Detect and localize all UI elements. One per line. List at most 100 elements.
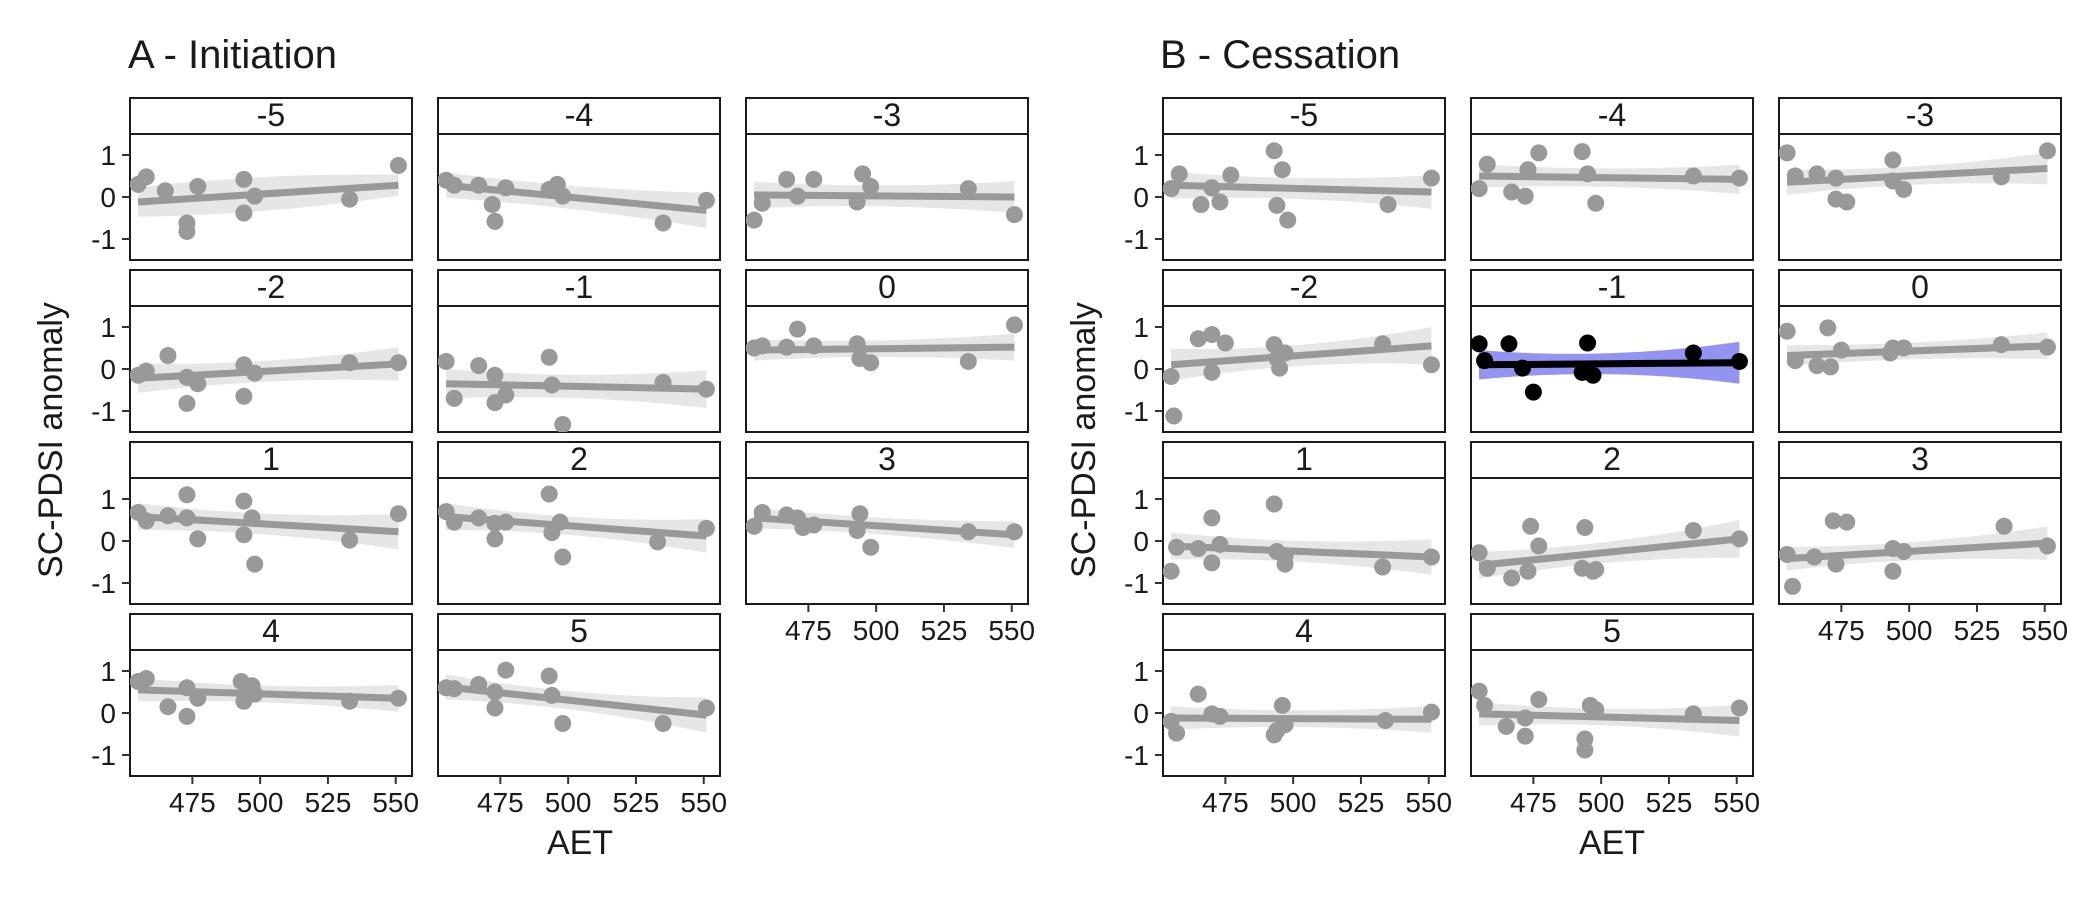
panel-0-1: -4 xyxy=(437,97,721,261)
data-point xyxy=(497,513,515,531)
data-point xyxy=(543,376,561,394)
data-point xyxy=(1519,562,1537,580)
data-point xyxy=(1587,701,1605,719)
data-point xyxy=(486,699,504,717)
data-point xyxy=(789,320,807,338)
data-point xyxy=(1476,696,1494,714)
panel-1-6: 1 1 0 -1 xyxy=(1124,441,1446,605)
data-point xyxy=(189,178,207,195)
facet-strip xyxy=(1778,441,2062,479)
plot-area xyxy=(1778,477,2062,605)
data-point xyxy=(1422,356,1440,374)
data-point xyxy=(178,679,196,697)
y-tick-label: 1 xyxy=(100,656,116,687)
fit-line xyxy=(137,181,399,206)
y-tick-label: 1 xyxy=(100,312,116,343)
y-axis-title-initiation: SC-PDSI anomaly xyxy=(32,302,70,578)
data-point xyxy=(189,689,207,707)
data-point xyxy=(1005,316,1023,334)
data-point xyxy=(1779,322,1796,340)
data-point xyxy=(1273,161,1291,179)
data-point xyxy=(554,415,572,432)
data-point xyxy=(1730,699,1748,717)
y-tick-label: 0 xyxy=(100,354,116,385)
x-tick-label: 525 xyxy=(305,787,352,818)
panels-initiation: -5 1 0 -1 -4 -3 -2 1 0 -1 -1 0 1 1 0 -1 2 3 475 500 525 550 4 1… xyxy=(91,97,1035,818)
data-point xyxy=(2038,338,2056,356)
facet-label: 1 xyxy=(1295,441,1313,477)
y-tick-label: 1 xyxy=(1133,312,1149,343)
data-point xyxy=(1524,383,1542,401)
data-point xyxy=(1805,548,1823,566)
x-tick-label: 475 xyxy=(1510,787,1557,818)
data-point xyxy=(1779,144,1796,162)
y-tick-label: 1 xyxy=(100,484,116,515)
data-point xyxy=(1503,569,1521,587)
data-point xyxy=(848,335,866,353)
data-point xyxy=(497,179,515,197)
data-point xyxy=(848,193,866,211)
facet-strip xyxy=(437,441,721,479)
data-point xyxy=(1516,709,1534,727)
panels-cessation: -5 1 0 -1 -4 -3 -2 1 0 -1 -1 0 1 1 0 -1 2 3 475 500 525 550 4 1… xyxy=(1124,97,2068,818)
panel-0-7: 2 xyxy=(437,441,721,605)
data-point xyxy=(445,176,463,194)
data-point xyxy=(235,204,253,222)
panel-0-5: 0 xyxy=(745,269,1029,433)
data-point xyxy=(848,522,866,539)
data-point xyxy=(1376,712,1394,730)
data-point xyxy=(137,362,155,380)
data-point xyxy=(1895,180,1913,198)
data-point xyxy=(1516,187,1534,205)
data-point xyxy=(1895,339,1913,357)
panel-1-9: 4 1 0 -1 475 500 525 550 xyxy=(1124,613,1452,818)
data-point xyxy=(1203,326,1221,344)
data-point xyxy=(554,548,572,566)
data-point xyxy=(445,680,463,698)
data-point xyxy=(1824,512,1842,530)
x-tick-label: 475 xyxy=(785,615,832,646)
facet-label: 2 xyxy=(570,441,588,477)
data-point xyxy=(178,222,196,240)
data-point xyxy=(805,337,823,355)
data-point xyxy=(470,509,488,527)
y-tick-label: -1 xyxy=(1124,740,1149,771)
x-tick-label: 475 xyxy=(1202,787,1249,818)
data-point xyxy=(1276,555,1294,573)
data-point xyxy=(1530,537,1548,555)
data-point xyxy=(1497,717,1515,735)
data-point xyxy=(1576,741,1594,759)
data-point xyxy=(1422,169,1440,187)
data-point xyxy=(959,180,977,198)
facet-label: 5 xyxy=(570,613,588,649)
facet-strip xyxy=(129,441,413,479)
facet-label: -1 xyxy=(565,269,593,305)
data-point xyxy=(497,386,515,404)
data-point xyxy=(1730,169,1748,187)
data-point xyxy=(1422,703,1440,721)
facet-strip xyxy=(745,269,1029,307)
data-point xyxy=(1222,166,1240,184)
data-point xyxy=(1203,509,1221,527)
data-point xyxy=(1189,685,1207,703)
data-point xyxy=(1992,168,2010,186)
data-point xyxy=(1471,180,1488,198)
data-point xyxy=(243,509,261,527)
data-point xyxy=(1203,554,1221,572)
data-point xyxy=(1684,344,1702,362)
data-point xyxy=(483,196,501,214)
data-point xyxy=(697,380,715,398)
y-tick-label: 0 xyxy=(100,182,116,213)
panel-0-2: -3 xyxy=(745,97,1029,261)
data-point xyxy=(1573,143,1591,161)
data-point xyxy=(341,692,359,710)
data-point xyxy=(1808,357,1826,375)
data-point xyxy=(178,707,196,725)
data-point xyxy=(778,338,796,356)
data-point xyxy=(1530,691,1548,709)
x-tick-label: 475 xyxy=(1818,615,1865,646)
data-point xyxy=(1786,352,1804,370)
data-point xyxy=(1165,407,1183,425)
data-point xyxy=(789,187,807,205)
